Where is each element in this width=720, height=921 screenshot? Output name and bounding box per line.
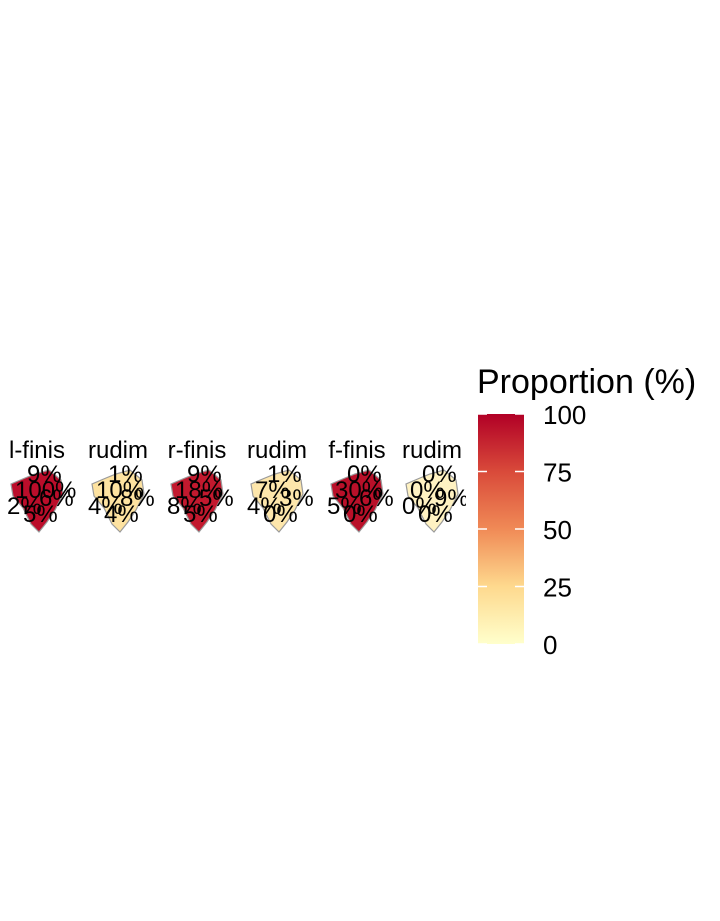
region-value-label: 7% <box>255 477 290 504</box>
region-value-label: 5% <box>327 493 362 520</box>
legend-tick-label: 75 <box>543 458 572 488</box>
legend-tick-label: 100 <box>543 400 586 430</box>
region-value-label: 9% <box>434 485 469 512</box>
map-panels: l-finis9%100%6%2%5%rudim1%10%8%4%4%r-fin… <box>7 437 469 533</box>
region-shape <box>330 469 384 533</box>
region-value-label: 18% <box>175 477 223 504</box>
region-value-label: 2% <box>7 493 42 520</box>
region-value-label: 4% <box>247 493 282 520</box>
region-value-label: 1% <box>108 461 143 488</box>
region-value-label: 6% <box>39 485 74 512</box>
legend-tick-label: 50 <box>543 515 572 545</box>
region-value-label: 5% <box>23 501 58 528</box>
region-value-label: 0% <box>410 477 445 504</box>
region-value-label: 4% <box>88 493 123 520</box>
region-value-label: 8% <box>167 493 202 520</box>
region-value-label: 0% <box>422 461 457 488</box>
region-value-label: 100% <box>15 477 76 504</box>
panel-title: rudim <box>88 437 148 464</box>
region-value-label: 9% <box>27 461 62 488</box>
region-value-label: 0% <box>418 501 453 528</box>
legend-title: Proportion (%) <box>477 363 696 401</box>
region-shape <box>91 469 145 533</box>
region-shape <box>10 469 64 533</box>
legend: Proportion (%) 100 75 50 25 0 <box>477 363 696 660</box>
region-value-label: 0% <box>263 501 298 528</box>
region-value-label: 5% <box>183 501 218 528</box>
region-value-label: 10% <box>96 477 144 504</box>
region-value-label: 4% <box>104 501 139 528</box>
legend-tick-label: 25 <box>543 573 572 603</box>
region-value-label: 0% <box>347 461 382 488</box>
panel-title: f-finis <box>328 437 385 464</box>
legend-tick-label: 0 <box>543 630 557 660</box>
region-shape <box>170 469 224 533</box>
region-value-label: 0% <box>402 493 437 520</box>
region-value-label: 1% <box>267 461 302 488</box>
region-value-label: 9% <box>187 461 222 488</box>
panel-title: rudim <box>402 437 462 464</box>
panel-title: r-finis <box>168 437 227 464</box>
region-value-label: 30% <box>335 477 383 504</box>
region-value-label: 5% <box>199 485 234 512</box>
region-value-label: 3% <box>279 485 314 512</box>
region-value-label: 8% <box>120 485 155 512</box>
legend-ticks: 100 75 50 25 0 <box>478 400 586 660</box>
region-shape <box>250 469 304 533</box>
panel-title: l-finis <box>9 437 65 464</box>
region-shape <box>405 469 459 533</box>
region-value-label: 0% <box>343 501 378 528</box>
panel-title: rudim <box>247 437 307 464</box>
region-value-label: 6% <box>359 485 394 512</box>
